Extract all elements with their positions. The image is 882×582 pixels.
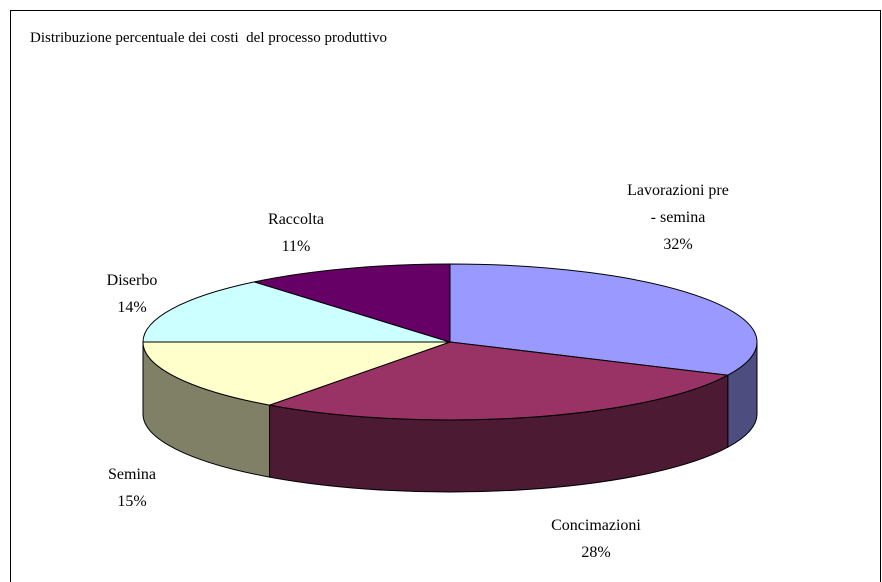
category-label: Concimazioni bbox=[551, 517, 641, 534]
value-label: 14% bbox=[117, 299, 147, 316]
pie-slice bbox=[142, 341, 451, 406]
category-label: Diserbo bbox=[106, 272, 158, 289]
category-label: Lavorazioni pre - semina bbox=[627, 182, 729, 226]
pie-slice bbox=[254, 263, 451, 343]
value-label: 28% bbox=[581, 544, 611, 561]
value-label: 11% bbox=[281, 238, 311, 255]
value-label: 15% bbox=[117, 493, 147, 510]
pie-slice bbox=[449, 263, 758, 376]
category-label: Semina bbox=[108, 466, 156, 483]
slice-label: Concimazioni 28% bbox=[526, 512, 666, 566]
slice-label: Diserbo 14% bbox=[62, 267, 202, 321]
chart-title: Distribuzione percentuale dei costi del … bbox=[30, 30, 387, 46]
slice-label: Raccolta 11% bbox=[226, 206, 366, 260]
slice-label: Lavorazioni pre - semina 32% bbox=[623, 177, 733, 258]
category-label: Raccolta bbox=[268, 211, 324, 228]
slice-label: Semina 15% bbox=[62, 461, 202, 515]
pie-slice bbox=[142, 281, 451, 343]
value-label: 32% bbox=[663, 236, 693, 253]
chart-frame bbox=[10, 10, 881, 582]
pie-slice bbox=[267, 341, 730, 421]
